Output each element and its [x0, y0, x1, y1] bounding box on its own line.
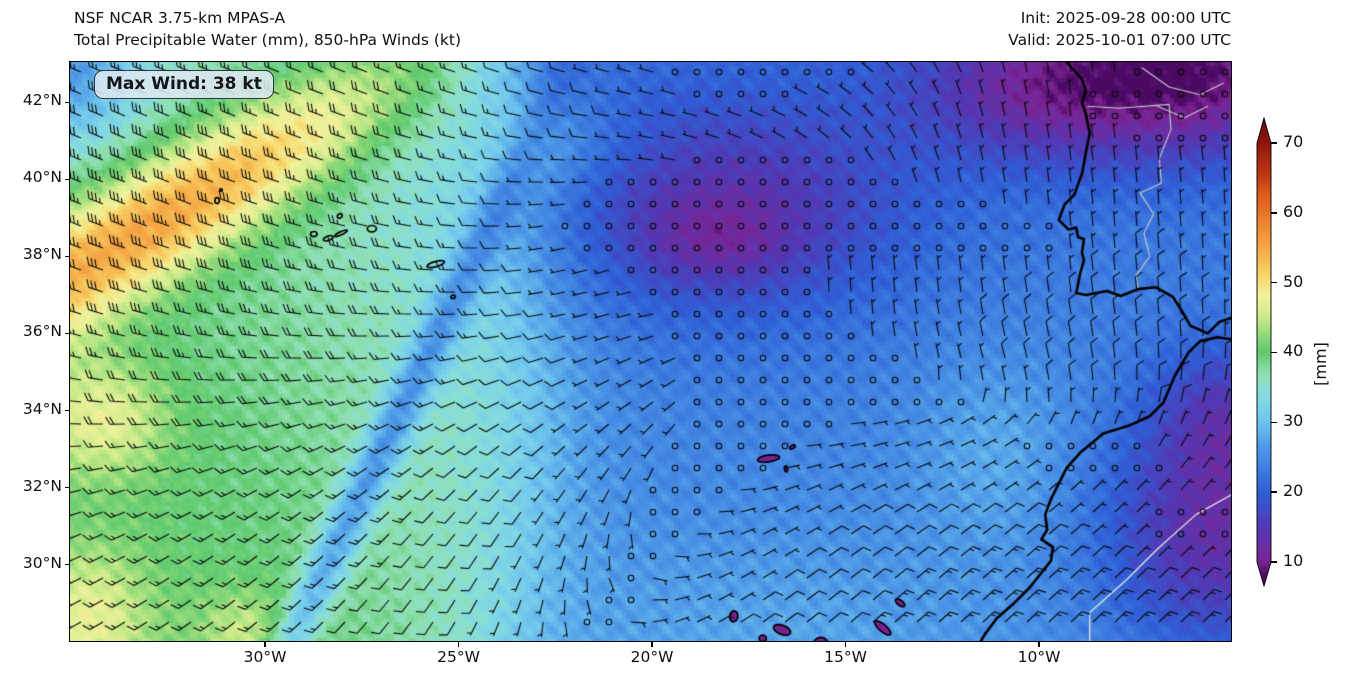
map-plot-area: Max Wind: 38 kt — [69, 61, 1232, 642]
y-axis-tick-mark — [64, 409, 69, 412]
time-block: Init: 2025-09-28 00:00 UTC Valid: 2025-1… — [1008, 7, 1231, 51]
product-title: Total Precipitable Water (mm), 850-hPa W… — [74, 31, 462, 49]
x-axis-tick-mark — [264, 642, 266, 647]
max-wind-badge: Max Wind: 38 kt — [94, 70, 274, 99]
title-block: NSF NCAR 3.75-km MPAS-A Total Precipitab… — [74, 7, 461, 51]
colorbar-unit-label: [mm] — [1311, 342, 1330, 386]
y-axis-tick-label: 34°N — [22, 399, 62, 418]
colorbar-gradient-bar — [1256, 117, 1272, 587]
x-axis-tick-label: 20°W — [630, 648, 674, 666]
x-axis-tick-mark — [844, 642, 847, 647]
y-axis-tick-label: 40°N — [22, 168, 62, 187]
x-axis-tick-label: 15°W — [824, 648, 867, 666]
map-canvas — [70, 62, 1231, 641]
y-axis-tick-label: 36°N — [22, 322, 62, 341]
colorbar-tick-label: 50 — [1283, 271, 1304, 291]
init-time-label: Init: 2025-09-28 00:00 UTC — [1020, 9, 1231, 27]
y-axis-tick-mark — [64, 178, 69, 181]
y-axis-tick-label: 38°N — [22, 245, 62, 264]
x-axis-tick-mark — [651, 642, 653, 647]
x-axis-tick-label: 25°W — [437, 648, 480, 666]
y-axis-tick-mark — [64, 332, 69, 335]
x-axis-tick-mark — [1038, 642, 1040, 647]
y-axis-tick-label: 30°N — [22, 553, 62, 572]
colorbar — [1256, 117, 1272, 587]
colorbar-tick-label: 60 — [1283, 201, 1304, 221]
model-title: NSF NCAR 3.75-km MPAS-A — [74, 9, 286, 27]
y-axis-tick-label: 42°N — [22, 91, 62, 110]
y-axis-tick-label: 32°N — [22, 476, 62, 495]
y-axis-tick-mark — [64, 563, 69, 566]
y-axis-tick-mark — [64, 486, 69, 489]
valid-time-label: Valid: 2025-10-01 07:00 UTC — [1008, 31, 1231, 49]
y-axis-tick-mark — [64, 255, 69, 258]
colorbar-tick-label: 10 — [1283, 550, 1304, 570]
y-axis-tick-mark — [64, 101, 69, 103]
colorbar-tick-label: 20 — [1283, 481, 1304, 501]
x-axis-tick-label: 30°W — [243, 648, 287, 666]
colorbar-tick-label: 30 — [1283, 411, 1304, 431]
x-axis-tick-label: 10°W — [1017, 648, 1061, 666]
x-axis-tick-mark — [457, 642, 460, 647]
colorbar-tick-label: 70 — [1283, 132, 1304, 151]
